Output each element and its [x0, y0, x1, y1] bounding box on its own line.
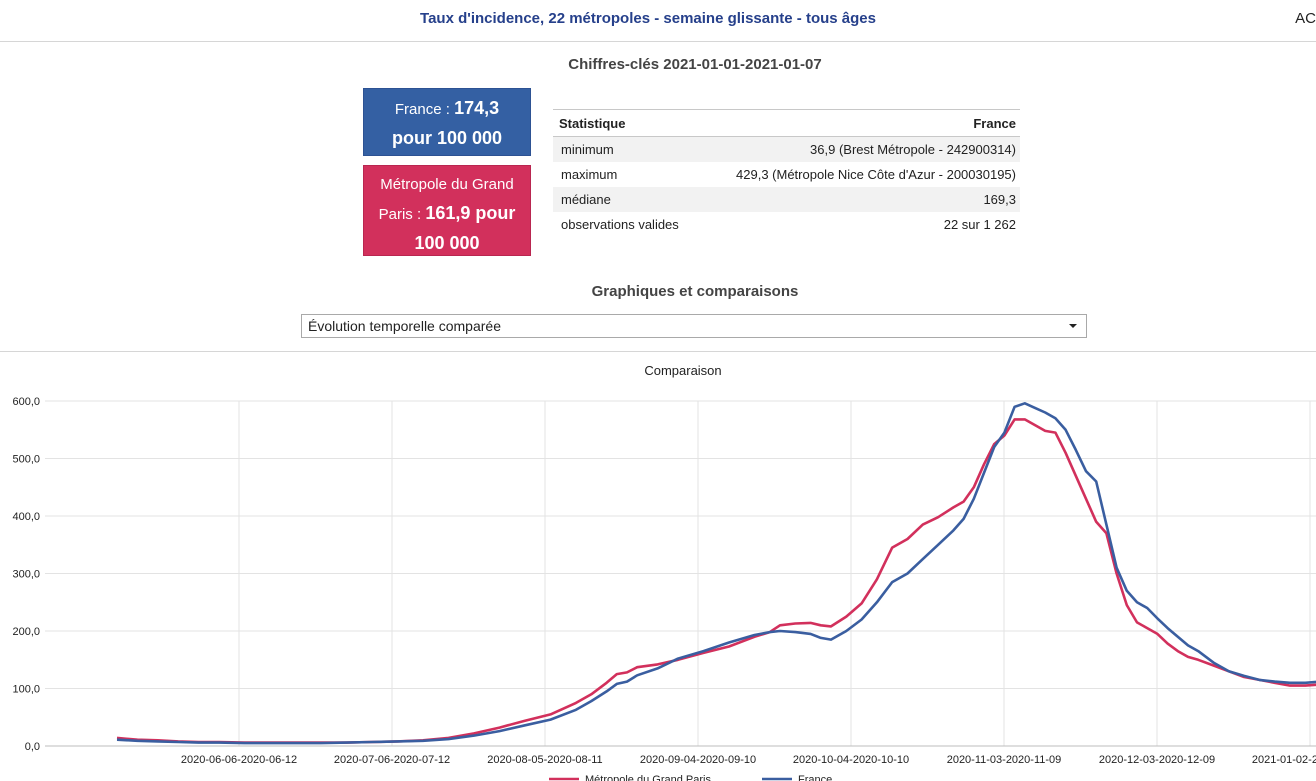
- y-tick-label: 0,0: [25, 741, 40, 753]
- table-row: médiane 169,3: [553, 187, 1020, 212]
- table-header-france: France: [696, 109, 1020, 137]
- france-unit: pour 100 000: [391, 128, 503, 148]
- x-tick-label: 2020-09-04-2020-09-10: [640, 754, 756, 766]
- table-cell-label: médiane: [553, 187, 697, 212]
- x-tick-label: 2021-01-02-2021-01-08: [1252, 754, 1316, 766]
- paris-series-line: [116, 418, 1316, 744]
- paris-label: Métropole du Grand Paris :: [378, 176, 514, 223]
- comparisons-title: Graphiques et comparaisons: [591, 283, 799, 300]
- legend-paris-label: Métropole du Grand Paris: [585, 774, 711, 781]
- france-value: 174,3: [454, 98, 500, 118]
- table-cell-value: 429,3 (Métropole Nice Côte d'Azur - 2000…: [736, 166, 1016, 182]
- y-tick-label: 400,0: [12, 511, 40, 523]
- comparison-chart: 0,0 100,0 200,0 300,0 400,0 500,0 600,0 2020-06…: [12, 396, 1316, 781]
- chart-type-select-value: Évolution temporelle comparée: [308, 318, 501, 334]
- legend-france-label: France: [798, 774, 832, 781]
- chevron-down-icon: [1069, 324, 1077, 328]
- section-divider: [0, 351, 1316, 352]
- table-cell-label: maximum: [561, 166, 618, 182]
- header-right-text: AC: [1295, 10, 1316, 27]
- x-tick-label: 2020-11-03-2020-11-09: [947, 754, 1062, 766]
- table-cell-value: 36,9 (Brest Métropole - 242900314): [696, 136, 1020, 162]
- chart-type-select[interactable]: Évolution temporelle comparée: [301, 314, 1087, 338]
- table-cell-label: observations valides: [561, 216, 679, 232]
- x-tick-label: 2020-10-04-2020-10-10: [793, 754, 909, 766]
- table-row: observations valides 22 sur 1 262: [553, 212, 1020, 237]
- table-cell-label: minimum: [553, 136, 697, 162]
- y-tick-label: 100,0: [12, 684, 40, 696]
- x-tick-label: 2020-06-06-2020-06-12: [181, 754, 297, 766]
- y-tick-label: 600,0: [12, 396, 40, 408]
- table-header-statistique: Statistique: [553, 109, 697, 137]
- france-series-line: [116, 401, 1316, 745]
- table-header-row: Statistique France: [553, 109, 1020, 137]
- table-cell-value: 22 sur 1 262: [943, 216, 1016, 232]
- table-cell-value: 169,3: [696, 187, 1020, 212]
- france-label: France :: [394, 101, 455, 118]
- y-tick-label: 300,0: [12, 569, 40, 581]
- page-title: Taux d'incidence, 22 métropoles - semain…: [420, 10, 876, 27]
- statistics-table: Statistique France minimum 36,9 (Brest M…: [553, 109, 1020, 237]
- table-row: maximum 429,3 (Métropole Nice Côte d'Azu…: [553, 162, 1020, 187]
- y-tick-label: 200,0: [12, 626, 40, 638]
- key-figures-title: Chiffres-clés 2021-01-01-2021-01-07: [568, 56, 822, 73]
- x-tick-label: 2020-12-03-2020-12-09: [1099, 754, 1215, 766]
- chart-title: Comparaison: [644, 363, 722, 378]
- x-tick-label: 2020-07-06-2020-07-12: [334, 754, 450, 766]
- y-tick-label: 500,0: [12, 454, 40, 466]
- x-tick-label: 2020-08-05-2020-08-11: [487, 754, 602, 766]
- france-value-box: France : 174,3 pour 100 000: [363, 88, 531, 156]
- table-row: minimum 36,9 (Brest Métropole - 24290031…: [553, 136, 1020, 162]
- paris-value: 161,9 pour 100 000: [414, 203, 516, 253]
- page-header: Taux d'incidence, 22 métropoles - semain…: [0, 0, 1316, 42]
- paris-value-box: Métropole du Grand Paris : 161,9 pour 10…: [363, 165, 531, 256]
